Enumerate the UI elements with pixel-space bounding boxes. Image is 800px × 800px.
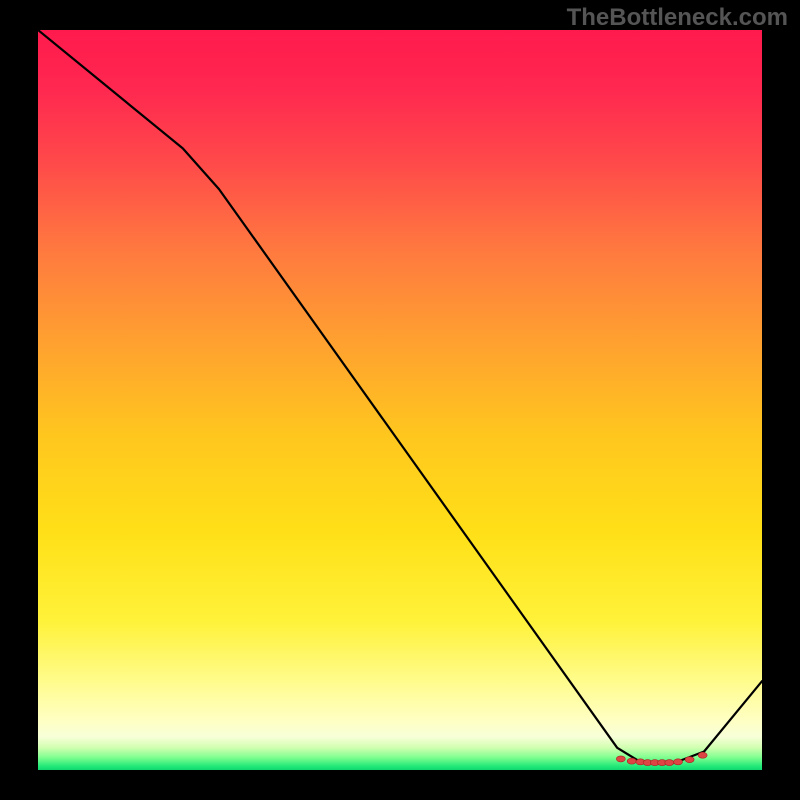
marker-group — [616, 752, 707, 765]
data-marker — [665, 760, 674, 766]
data-marker — [698, 752, 707, 758]
data-marker — [685, 757, 694, 763]
chart-line-layer — [38, 30, 762, 770]
plot-area — [38, 30, 762, 770]
bottleneck-curve — [38, 30, 762, 763]
chart-container: TheBottleneck.com — [0, 0, 800, 800]
data-marker — [627, 758, 636, 764]
data-marker — [616, 756, 625, 762]
data-marker — [674, 759, 683, 765]
attribution-text: TheBottleneck.com — [567, 4, 788, 32]
